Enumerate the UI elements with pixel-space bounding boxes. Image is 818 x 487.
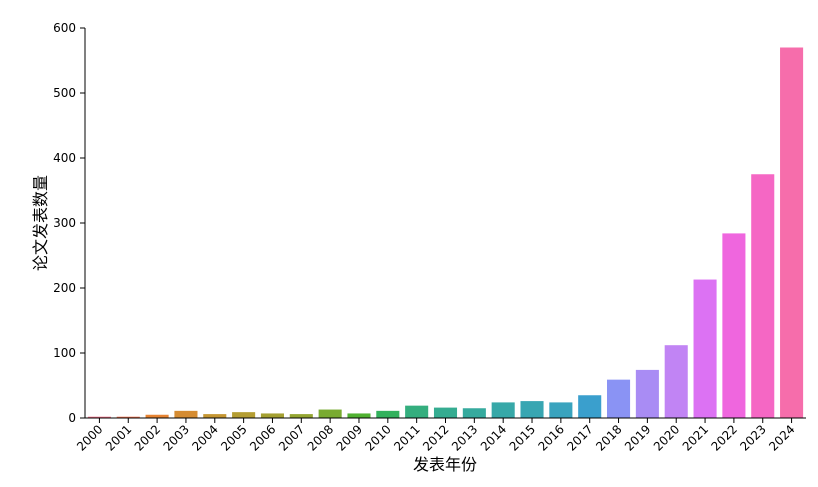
x-tick-label: 2008 [305,422,336,453]
bar [635,369,659,418]
bar [232,412,256,418]
bar [376,410,400,418]
bar [520,401,544,418]
bar [491,402,515,418]
x-tick-label: 2022 [709,422,740,453]
x-tick-label: 2000 [74,422,105,453]
x-tick-label: 2009 [334,422,365,453]
x-tick-label: 2021 [680,422,711,453]
x-axis-label: 发表年份 [413,455,477,474]
y-tick-label: 400 [53,151,76,165]
y-tick-label: 0 [68,411,76,425]
y-tick-label: 500 [53,86,76,100]
bar [433,407,458,418]
y-tick-label: 100 [53,346,76,360]
bar [664,345,688,418]
y-tick-label: 200 [53,281,76,295]
bar [722,233,746,418]
bar [87,416,111,418]
x-tick-label: 2016 [535,422,566,453]
bar [607,379,631,418]
bar [780,47,804,418]
x-tick-label: 2020 [651,422,682,453]
x-tick-label: 2019 [622,422,653,453]
bar [462,408,486,418]
x-tick-label: 2012 [420,422,451,453]
x-tick-label: 2013 [449,422,480,453]
bar [116,416,140,418]
y-tick-label: 600 [53,21,76,35]
x-tick-label: 2002 [132,422,163,453]
x-tick-label: 2023 [737,422,768,453]
bar [318,409,342,418]
bar [203,414,227,418]
bar [549,402,573,418]
x-tick-label: 2018 [593,422,624,453]
x-tick-label: 2017 [564,422,595,453]
bar [347,413,371,418]
x-tick-label: 2015 [507,422,538,453]
x-tick-label: 2011 [391,422,422,453]
bar [405,405,429,418]
x-tick-label: 2006 [247,422,278,453]
bar [145,414,169,418]
bar [578,395,602,418]
bar [260,413,284,418]
x-tick-label: 2010 [362,422,393,453]
x-tick-label: 2003 [161,422,192,453]
bar [751,174,775,418]
y-tick-label: 300 [53,216,76,230]
bar [693,279,717,418]
x-tick-label: 2005 [218,422,249,453]
bar [174,410,198,418]
x-tick-label: 2024 [766,422,797,453]
x-tick-label: 2001 [103,422,134,453]
x-tick-label: 2004 [189,422,220,453]
x-tick-label: 2007 [276,422,307,453]
x-tick-label: 2014 [478,422,509,453]
y-axis-label: 论文发表数量 [31,175,50,271]
bar [289,414,313,418]
